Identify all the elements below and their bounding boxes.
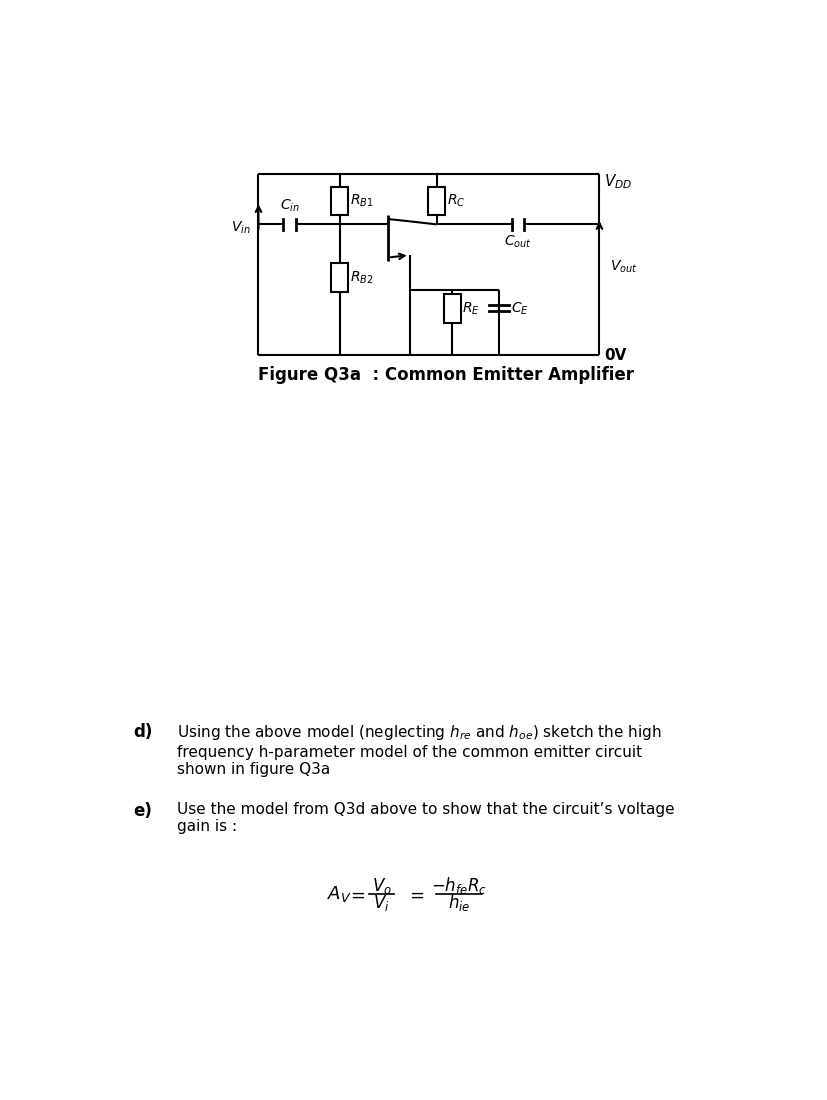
Text: $=$: $=$ [347, 886, 365, 903]
Text: $-h_{fe}R_c$: $-h_{fe}R_c$ [431, 876, 486, 896]
Text: $V_{DD}$: $V_{DD}$ [604, 172, 632, 190]
Text: $=$: $=$ [405, 886, 424, 903]
Text: $R_{B2}$: $R_{B2}$ [350, 270, 373, 286]
Bar [331, 187, 348, 216]
Bar [428, 187, 445, 216]
Bar [443, 294, 460, 323]
Text: $V_{out}$: $V_{out}$ [609, 258, 637, 275]
Text: $R_{B1}$: $R_{B1}$ [350, 194, 373, 209]
Text: $V_o$: $V_o$ [371, 876, 391, 895]
Text: $R_C$: $R_C$ [447, 194, 465, 209]
Text: $C_{out}$: $C_{out}$ [504, 233, 532, 250]
Text: $R_E$: $R_E$ [461, 300, 480, 317]
Text: Figure Q3a  : Common Emitter Amplifier: Figure Q3a : Common Emitter Amplifier [258, 365, 633, 384]
Text: $h_{ie}$: $h_{ie}$ [447, 892, 470, 913]
Bar [331, 263, 348, 293]
Text: $C_{in}$: $C_{in}$ [280, 198, 299, 214]
Text: $C_E$: $C_E$ [510, 300, 528, 317]
Text: d): d) [133, 724, 152, 741]
Text: $V_{in}$: $V_{in}$ [231, 220, 251, 236]
Text: e): e) [133, 802, 151, 820]
Text: 0V: 0V [604, 348, 626, 363]
Text: Use the model from Q3d above to show that the circuit’s voltage
gain is :: Use the model from Q3d above to show tha… [177, 802, 674, 834]
Text: $A_V$: $A_V$ [327, 884, 351, 904]
Text: $V_i$: $V_i$ [373, 893, 390, 913]
Text: Using the above model (neglecting $h_{re}$ and $h_{oe}$) sketch the high
frequen: Using the above model (neglecting $h_{re… [177, 724, 661, 778]
